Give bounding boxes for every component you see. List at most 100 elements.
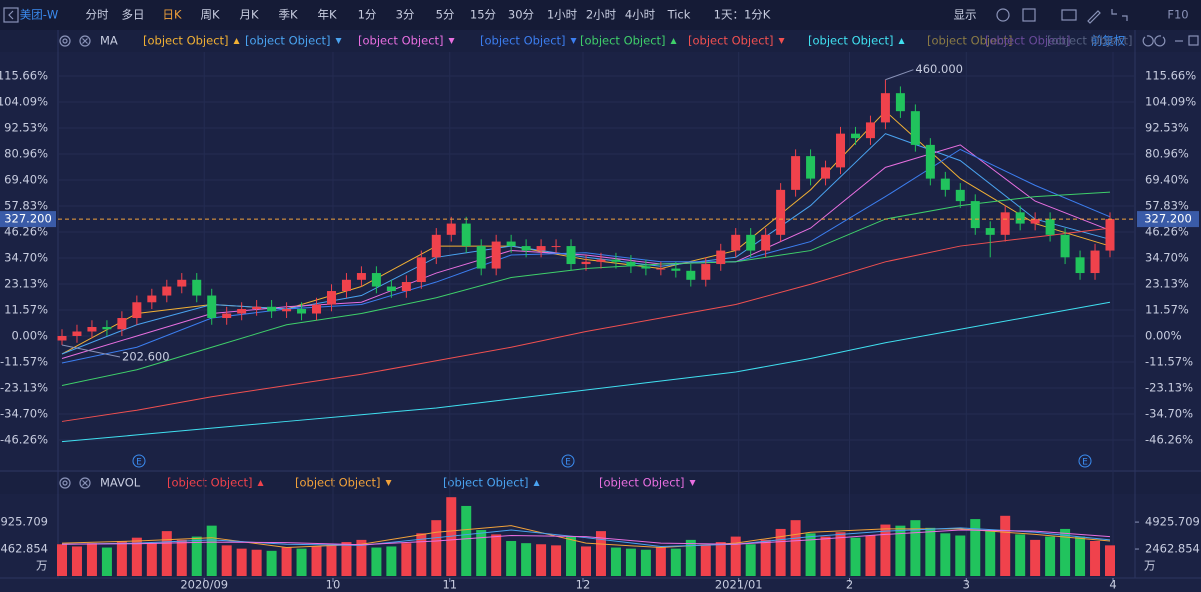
candle-body [940, 178, 950, 190]
legend-item[interactable]: [object Object] [358, 34, 444, 48]
period-tab[interactable]: 年K [317, 8, 336, 22]
volume-bar [476, 530, 487, 576]
volume-bar [670, 548, 681, 576]
period-tab[interactable]: 3分 [396, 8, 415, 22]
period-tab[interactable]: 2小时 [586, 8, 617, 22]
candle-body [716, 250, 726, 265]
legend-item[interactable]: [object Object] [985, 34, 1071, 48]
display-menu[interactable]: 显示 [954, 8, 977, 22]
volume-bar [745, 544, 756, 576]
y-tick-label: 46.26% [4, 224, 48, 238]
volume-bar [1105, 545, 1115, 576]
candle-body [162, 286, 172, 296]
y-tick-label: 57.83% [4, 198, 48, 212]
legend-item[interactable]: [object Object] [927, 34, 1013, 48]
legend-item[interactable]: [object Object] [688, 34, 774, 48]
f10[interactable]: F10 [1167, 8, 1188, 22]
candle-body [581, 261, 591, 265]
volume-bar [850, 537, 861, 576]
trend-arrow [778, 38, 785, 44]
candle-body [701, 264, 711, 280]
period-tab[interactable]: 4小时 [625, 8, 656, 22]
volume-bar [386, 546, 397, 576]
indicator-name[interactable]: MA [100, 34, 118, 48]
period-tab[interactable]: 季K [278, 8, 297, 22]
y-tick-label: 34.70% [1145, 250, 1189, 264]
period-tab[interactable]: 周K [200, 8, 219, 22]
legend-item[interactable]: [object Object] [245, 34, 331, 48]
price-tag [1137, 211, 1199, 228]
period-tab[interactable]: 月K [239, 8, 258, 22]
period-tab[interactable]: 分时 [86, 8, 109, 22]
legend-item[interactable]: [object Object] [580, 34, 666, 48]
candle-body [476, 246, 486, 269]
vol-settings-icon[interactable] [59, 477, 71, 489]
back-icon[interactable] [3, 7, 19, 23]
svg-text:E: E [1082, 458, 1088, 468]
y-tick-label: 23.13% [4, 276, 48, 290]
trend-arrow [385, 480, 392, 486]
candle-body [1030, 219, 1040, 224]
volume-bar [341, 542, 352, 576]
period-tab[interactable]: 30分 [508, 8, 535, 22]
period-tab[interactable]: 日K [162, 8, 181, 22]
vol-close-icon[interactable] [79, 477, 91, 489]
period-tab[interactable]: Tick [667, 8, 691, 22]
period-tab[interactable]: 1分 [358, 8, 377, 22]
y-tick-label: 115.66% [0, 68, 48, 82]
candle-body [341, 279, 351, 292]
y-tick-label: -46.26% [1145, 433, 1193, 447]
volume-bar [640, 549, 651, 576]
candle-body [865, 122, 875, 139]
current-price-label: 327.200 [1144, 212, 1192, 226]
legend-item[interactable]: [object Object] [167, 476, 253, 490]
legend-item[interactable]: [object Object] [808, 34, 894, 48]
volume-bar [416, 533, 427, 576]
candle-body [177, 279, 187, 287]
close-icon[interactable] [79, 35, 91, 47]
vol-unit: 万 [1144, 559, 1156, 573]
legend-item[interactable]: [object Object] [143, 34, 229, 48]
y-tick-label: 69.40% [4, 172, 48, 186]
candle-body [1060, 234, 1070, 258]
ma-line [61, 227, 1111, 422]
volume-bar [431, 520, 442, 576]
volume-bar [176, 539, 187, 576]
candle-body [1105, 219, 1115, 251]
legend-item[interactable]: [object Object] [443, 476, 529, 490]
volume-bar [281, 547, 292, 576]
legend-item[interactable]: [object Object] [480, 34, 566, 48]
volume-bar [790, 520, 801, 576]
ma-line [61, 148, 1111, 364]
period-tab[interactable]: 1小时 [547, 8, 578, 22]
y-tick-label: 46.26% [1145, 224, 1189, 238]
candle-body [222, 313, 232, 319]
candle-body [192, 279, 202, 296]
interval-select[interactable]: 1天：1分K [714, 8, 771, 22]
volume-bar [820, 536, 831, 576]
period-tab[interactable]: 15分 [470, 8, 497, 22]
candle-body [536, 246, 546, 251]
window-icons[interactable] [996, 8, 1128, 24]
volume-bar [161, 531, 172, 576]
adjust-mode[interactable]: 前复权 [1091, 34, 1126, 48]
panel-icons[interactable] [1142, 35, 1199, 47]
candle-body [880, 93, 890, 123]
volume-bar [625, 548, 636, 576]
y-tick-label: 11.57% [1145, 302, 1189, 316]
period-tab[interactable]: 多日 [122, 8, 145, 22]
candle-body [521, 246, 531, 251]
legend-item[interactable]: [object Object] [599, 476, 685, 490]
volume-bar [1000, 515, 1011, 576]
volume-bar [700, 545, 711, 576]
vol-indicator-name[interactable]: MAVOL [100, 476, 141, 490]
symbol[interactable]: 美团-W [20, 8, 59, 22]
legend-item[interactable]: [object Object] [1047, 34, 1133, 48]
candle-body [641, 266, 651, 269]
settings-icon[interactable] [59, 35, 71, 47]
period-tab[interactable]: 5分 [436, 8, 455, 22]
volume-bar [221, 545, 232, 576]
y-tick-label: 92.53% [1145, 120, 1189, 134]
legend-item[interactable]: [object Object] [295, 476, 381, 490]
